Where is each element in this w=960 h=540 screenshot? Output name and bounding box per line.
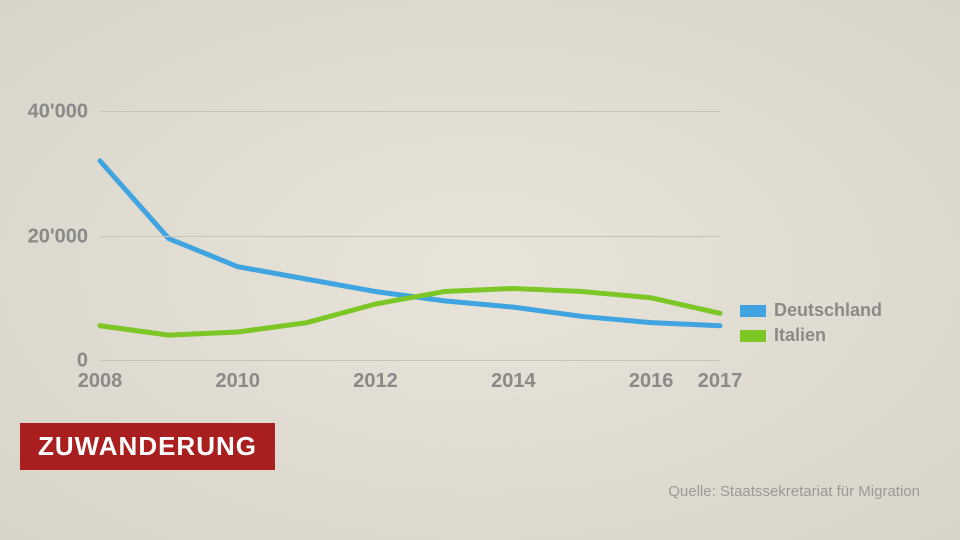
x-axis-label: 2012 [353, 370, 398, 393]
legend-item: Deutschland [740, 300, 882, 321]
gridline: 40'000 [100, 111, 720, 112]
x-axis-label: 2008 [78, 370, 123, 393]
x-axis-label: 2017 [698, 370, 743, 393]
series-line-deutschland [100, 161, 720, 326]
x-axis-label: 2010 [216, 370, 261, 393]
legend-label: Deutschland [774, 300, 882, 321]
x-axis-label: 2014 [491, 370, 536, 393]
gridline: 0 [100, 360, 720, 361]
legend-label: Italien [774, 325, 826, 346]
chart-area: 020'00040'000200820102012201420162017 [100, 80, 720, 360]
legend-item: Italien [740, 325, 882, 346]
y-axis-label: 40'000 [28, 101, 88, 124]
chart-svg [100, 80, 720, 360]
legend-swatch [740, 330, 766, 342]
source-text: Quelle: Staatssekretariat für Migration [668, 483, 920, 500]
gridline: 20'000 [100, 236, 720, 237]
y-axis-label: 20'000 [28, 225, 88, 248]
series-line-italien [100, 288, 720, 335]
legend-swatch [740, 305, 766, 317]
legend: Deutschland Italien [740, 300, 882, 350]
title-banner: ZUWANDERUNG [20, 423, 275, 470]
x-axis-label: 2016 [629, 370, 674, 393]
